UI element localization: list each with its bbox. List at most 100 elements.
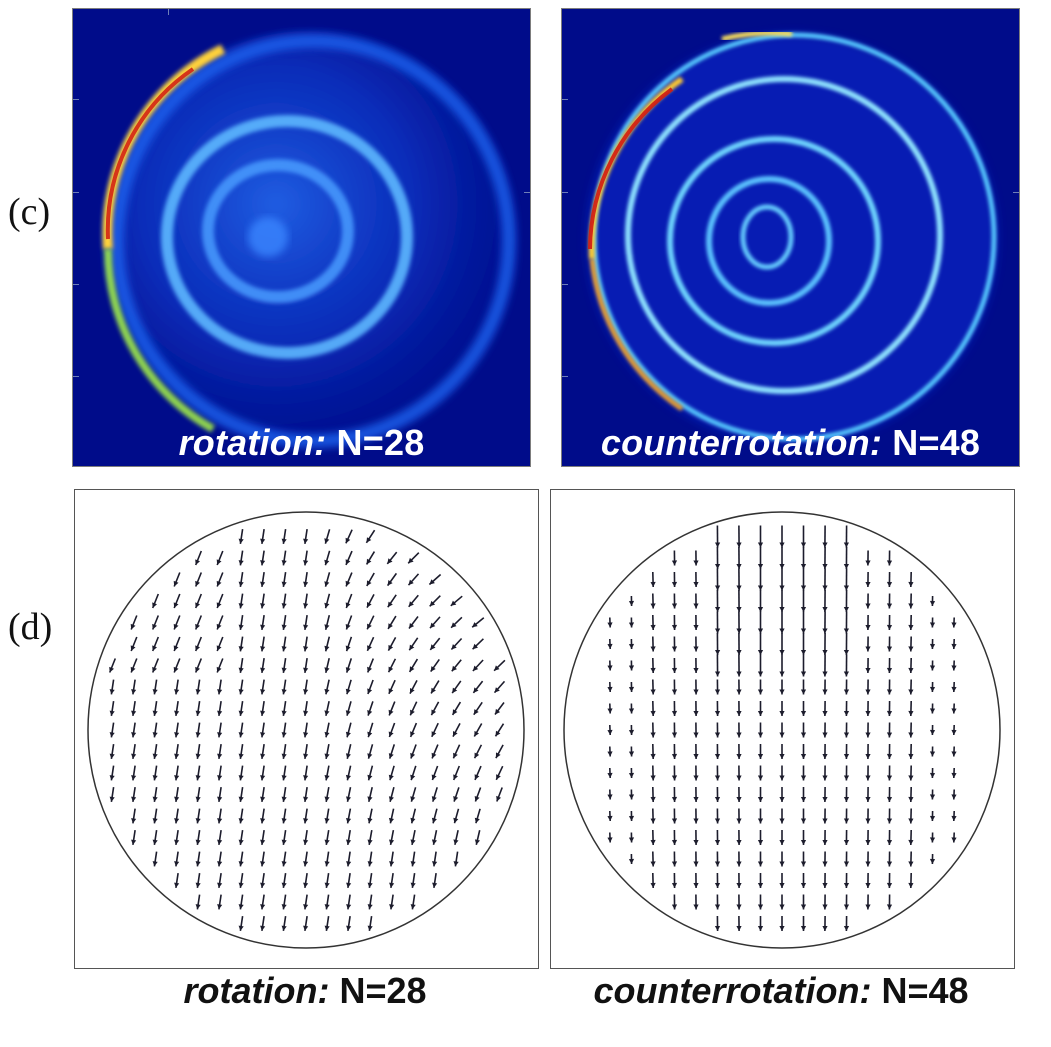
flow-arrow	[324, 636, 331, 652]
flow-arrow	[345, 550, 353, 566]
flow-arrow	[217, 679, 223, 695]
flow-arrow	[260, 829, 266, 846]
flow-arrow	[238, 743, 244, 760]
flow-arrow	[131, 829, 137, 846]
flow-arrow	[324, 851, 330, 867]
flow-arrow	[865, 829, 871, 846]
flow-arrow	[216, 615, 224, 630]
flow-arrow	[757, 525, 764, 548]
flow-arrow	[800, 787, 807, 802]
flow-arrow	[779, 568, 785, 591]
flow-arrow	[345, 744, 352, 759]
flow-arrow	[628, 703, 635, 714]
flow-arrow	[430, 701, 440, 716]
flow-arrow	[217, 851, 223, 867]
flow-arrow	[628, 810, 635, 822]
flow-arrow	[757, 873, 764, 888]
flow-arrow	[281, 614, 287, 631]
flow-arrow	[260, 722, 266, 738]
flow-arrow	[217, 808, 223, 824]
flow-arrow	[908, 679, 914, 695]
flow-arrow	[607, 810, 613, 822]
flow-arrow	[238, 657, 244, 674]
flow-arrow	[843, 654, 849, 677]
flow-arrow	[303, 915, 309, 932]
flow-arrow	[693, 700, 699, 717]
flow-arrow	[174, 786, 180, 803]
flow-arrow	[407, 573, 420, 586]
flow-arrow	[388, 722, 396, 738]
flow-arrow	[303, 722, 309, 738]
flow-arrow	[736, 808, 742, 824]
flow-arrow	[386, 551, 398, 565]
flow-arrow	[495, 744, 504, 759]
flow-arrow	[260, 614, 266, 631]
flow-arrow	[757, 654, 764, 677]
caption-count: N=28	[336, 422, 425, 463]
flow-arrow	[929, 853, 936, 865]
flow-arrow	[324, 786, 330, 803]
flow-arrow	[714, 915, 721, 932]
flow-arrow	[736, 525, 742, 548]
flow-arrow	[174, 765, 180, 781]
flow-arrow	[908, 743, 914, 760]
flow-arrow	[800, 830, 807, 845]
flow-arrow	[408, 594, 419, 608]
flow-arrow	[822, 632, 828, 656]
flow-arrow	[345, 529, 353, 544]
flow-arrow	[194, 615, 203, 630]
flow-arrow	[108, 658, 117, 673]
flow-arrow	[387, 594, 397, 608]
flow-arrow	[366, 572, 375, 587]
flow-arrow	[131, 700, 137, 717]
flow-arrow	[822, 786, 828, 803]
flow-arrow	[865, 657, 871, 674]
flow-arrow	[324, 658, 330, 673]
flow-arrow	[693, 614, 699, 631]
flow-arrow	[714, 722, 721, 738]
flow-arrow	[628, 767, 635, 779]
flow-arrow	[929, 810, 936, 822]
flow-arrow	[174, 829, 180, 846]
flow-arrow	[951, 724, 957, 736]
flow-arrow	[757, 765, 764, 781]
flow-arrow	[671, 571, 678, 588]
flow-arrow	[109, 786, 115, 803]
flow-arrow	[757, 787, 764, 802]
flow-arrow	[865, 786, 871, 803]
flow-arrow	[671, 765, 678, 781]
flow-arrow	[131, 743, 137, 760]
flow-arrow	[432, 851, 438, 867]
flow-arrow	[238, 872, 244, 889]
flow-arrow	[865, 894, 871, 910]
flow-arrow	[281, 872, 287, 889]
flow-arrow	[217, 765, 223, 781]
flow-arrow	[365, 529, 376, 544]
flow-arrow	[388, 744, 396, 759]
flow-arrow	[800, 590, 807, 612]
flow-arrow	[152, 679, 158, 695]
flow-arrow	[628, 595, 635, 607]
flow-arrow	[303, 894, 309, 910]
flow-arrow	[303, 636, 309, 652]
flow-arrow	[908, 722, 914, 738]
flow-arrow	[693, 765, 699, 781]
flow-arrow	[886, 700, 893, 717]
axis-tick	[73, 99, 79, 100]
flow-arrow	[607, 681, 613, 693]
flow-arrow	[671, 808, 678, 824]
caption-mode: counterrotation:	[593, 970, 872, 1011]
flow-arrow	[822, 700, 828, 717]
flow-arrow	[131, 786, 137, 803]
flow-arrow	[714, 765, 721, 781]
flow-arrow	[693, 872, 699, 889]
flow-arrow	[152, 786, 158, 803]
flow-arrow	[951, 681, 957, 693]
flow-arrow	[409, 722, 418, 738]
flow-arrow	[281, 765, 287, 781]
flow-arrow	[736, 872, 742, 889]
flow-arrow	[238, 851, 244, 867]
flow-arrow	[757, 701, 764, 716]
flow-arrow	[260, 528, 266, 545]
flow-arrow	[367, 894, 373, 910]
